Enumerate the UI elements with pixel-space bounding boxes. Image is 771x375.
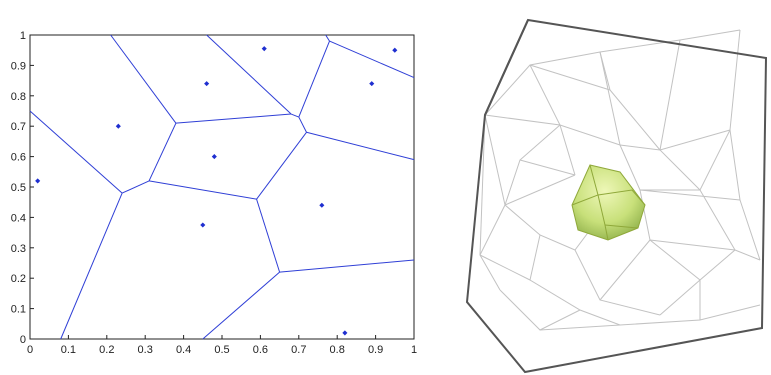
voronoi-sites <box>35 46 398 336</box>
voronoi-edge <box>256 131 307 200</box>
voronoi-edge <box>279 259 415 273</box>
y-tick-label: 0.9 <box>11 60 26 72</box>
x-tick-label: 1 <box>411 344 417 356</box>
voronoi-3d-render <box>465 18 768 374</box>
voronoi-edge <box>175 113 292 124</box>
y-tick-label: 0.1 <box>11 304 26 316</box>
x-tick-label: 0.8 <box>330 344 345 356</box>
y-tick-label: 0.5 <box>11 182 26 194</box>
voronoi-edge <box>202 271 280 340</box>
voronoi-edge <box>148 122 177 182</box>
voronoi-site-point <box>342 330 348 336</box>
voronoi-site-point <box>200 222 206 228</box>
x-tick-label: 0.1 <box>61 344 76 356</box>
voronoi-edge <box>60 192 123 340</box>
voronoi-edge <box>206 34 292 115</box>
voronoi-edge <box>306 131 415 161</box>
voronoi-edge <box>298 116 307 133</box>
voronoi-edge <box>110 34 177 124</box>
highlighted-cell <box>571 164 646 241</box>
voronoi-edge <box>298 40 330 118</box>
x-tick-label: 0.9 <box>368 344 383 356</box>
x-tick-label: 0.7 <box>291 344 306 356</box>
voronoi-site-point <box>319 202 325 208</box>
x-tick-label: 0.4 <box>176 344 191 356</box>
voronoi-edge <box>329 40 415 79</box>
y-tick-label: 0.2 <box>11 273 26 285</box>
x-tick-label: 0.3 <box>138 344 153 356</box>
voronoi-edge <box>290 113 299 118</box>
y-tick-label: 0.7 <box>11 121 26 133</box>
x-tick-label: 0.6 <box>253 344 268 356</box>
voronoi-edge <box>29 110 123 194</box>
voronoi-edge <box>148 180 257 200</box>
x-tick-label: 0.2 <box>99 344 114 356</box>
voronoi-edge <box>121 180 150 194</box>
inner-wireframe <box>479 29 761 331</box>
y-axis-ticks: 0 0.1 0.2 0.3 0.4 0.5 0.6 0.7 0.8 0.9 1 <box>11 30 34 346</box>
y-tick-label: 0.4 <box>11 212 26 224</box>
y-tick-label: 0.6 <box>11 152 26 164</box>
voronoi-2d-plot: 0 0.1 0.2 0.3 0.4 0.5 0.6 0.7 0.8 0.9 1 0 0.1 0.2 0.3… <box>11 30 417 356</box>
x-axis-ticks: 0 0.1 0.2 0.3 0.4 0.5 0.6 0.7 0.8 0.9 1 <box>27 335 417 356</box>
plot-area <box>29 34 415 340</box>
outer-frame <box>465 18 768 374</box>
voronoi-edge <box>325 34 330 42</box>
x-tick-label: 0 <box>27 344 33 356</box>
voronoi-edge <box>256 199 281 273</box>
y-tick-label: 0.3 <box>11 243 26 255</box>
y-tick-label: 0 <box>20 334 26 346</box>
x-tick-label: 0.5 <box>214 344 229 356</box>
y-tick-label: 1 <box>20 30 26 42</box>
y-tick-label: 0.8 <box>11 91 26 103</box>
voronoi-site-point <box>211 154 217 160</box>
voronoi-edges <box>29 34 415 340</box>
